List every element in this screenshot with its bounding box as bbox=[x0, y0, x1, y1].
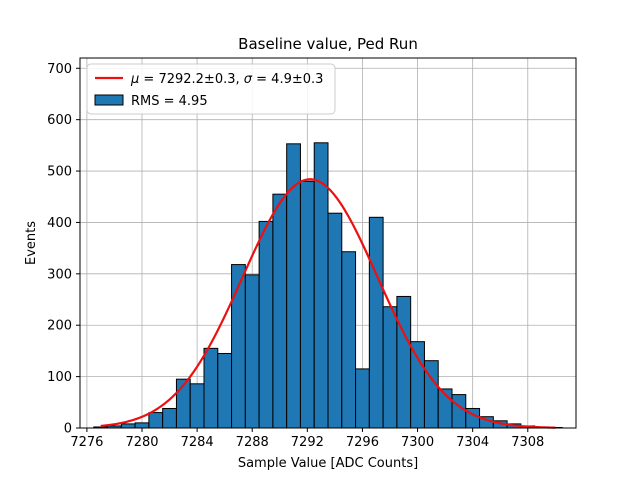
legend-label-rms: RMS = 4.95 bbox=[131, 94, 208, 109]
histogram-bar bbox=[120, 423, 136, 429]
legend: μ = 7292.2±0.3, σ = 4.9±0.3 RMS = 4.95 bbox=[86, 63, 336, 115]
fit-curve-group bbox=[100, 178, 556, 429]
gaussian-fit-curve bbox=[100, 178, 556, 429]
y-tick-label: 0 bbox=[64, 422, 72, 437]
histogram-bar bbox=[203, 347, 219, 429]
x-tick-label: 7304 bbox=[456, 435, 489, 450]
histogram-bar bbox=[382, 306, 398, 429]
histogram-bar bbox=[231, 264, 246, 429]
y-axis-label: Events bbox=[24, 221, 39, 265]
y-tick-label: 700 bbox=[47, 62, 72, 77]
x-tick-label: 7284 bbox=[181, 435, 214, 450]
histogram-bar bbox=[258, 220, 274, 429]
histogram-bar bbox=[355, 368, 370, 429]
x-tick-label: 7300 bbox=[401, 435, 434, 450]
chart-title: Baseline value, Ped Run bbox=[238, 35, 418, 53]
histogram-bar bbox=[368, 216, 384, 429]
legend-box bbox=[86, 63, 336, 115]
x-tick-label: 7292 bbox=[291, 435, 324, 450]
x-tick-label: 7280 bbox=[125, 435, 158, 450]
histogram-bar bbox=[410, 341, 425, 429]
histogram-bar bbox=[299, 180, 315, 429]
legend-patch-swatch bbox=[94, 94, 124, 106]
histogram-bar bbox=[327, 212, 343, 429]
y-tick-label: 300 bbox=[47, 267, 72, 282]
histogram-bar bbox=[396, 295, 412, 429]
y-tick-label: 500 bbox=[47, 165, 72, 180]
histogram-bar bbox=[272, 193, 288, 429]
y-axis-ticks: 0 100 200 300 400 500 600 700 bbox=[47, 62, 80, 437]
x-axis-ticks: 7276 7280 7284 7288 7292 7296 7300 7304 7308 bbox=[70, 428, 544, 450]
histogram-bar bbox=[244, 274, 260, 429]
histogram-bar bbox=[217, 352, 233, 429]
y-tick-label: 200 bbox=[47, 319, 72, 334]
x-tick-label: 7288 bbox=[236, 435, 269, 450]
y-tick-label: 100 bbox=[47, 370, 72, 385]
legend-label-fit: μ = 7292.2±0.3, σ = 4.9±0.3 bbox=[130, 72, 323, 87]
histogram-bar bbox=[134, 422, 150, 429]
histogram-bar bbox=[148, 412, 164, 429]
histogram-bar bbox=[162, 407, 177, 429]
x-tick-label: 7296 bbox=[346, 435, 379, 450]
plot-frame bbox=[79, 57, 577, 429]
histogram-bar bbox=[189, 383, 205, 429]
x-tick-label: 7308 bbox=[511, 435, 544, 450]
y-tick-label: 400 bbox=[47, 216, 72, 231]
x-tick-label: 7276 bbox=[70, 435, 103, 450]
y-tick-label: 600 bbox=[47, 113, 72, 128]
histogram-bars bbox=[93, 142, 563, 429]
histogram-bar bbox=[341, 251, 357, 429]
x-axis-label: Sample Value [ADC Counts] bbox=[238, 456, 418, 471]
histogram-bar bbox=[451, 394, 467, 429]
